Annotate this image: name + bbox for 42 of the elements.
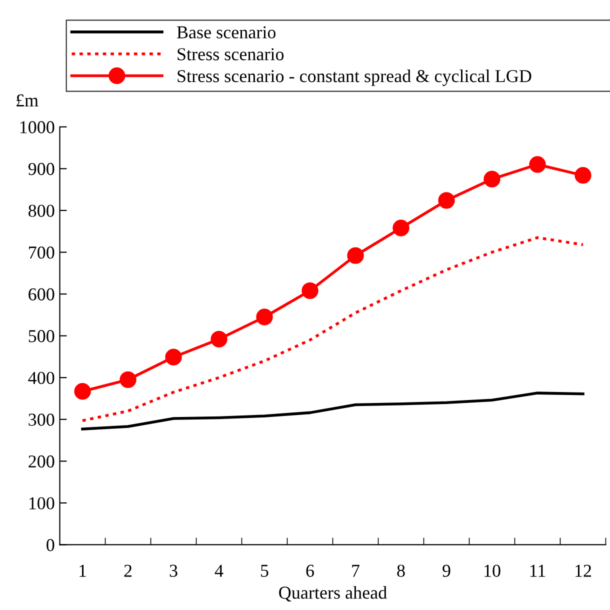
x-tick-label: 11 bbox=[530, 564, 546, 577]
point bbox=[302, 282, 318, 300]
x-tick-label: 8 bbox=[397, 564, 405, 577]
x-tick-label: 5 bbox=[261, 564, 268, 577]
y-tick-label: 300 bbox=[28, 414, 54, 426]
x-tick-label: 6 bbox=[306, 564, 314, 577]
point bbox=[438, 192, 455, 209]
y-tick-label: 0 bbox=[46, 538, 54, 552]
x-tick-label: 1 bbox=[80, 564, 86, 577]
x-tick-label: 12 bbox=[576, 564, 592, 577]
point bbox=[529, 156, 546, 173]
line-series bbox=[81, 392, 584, 430]
y-axis-title: £m bbox=[16, 94, 38, 106]
legend-label: Stress scenario bbox=[178, 48, 284, 60]
x-tick-label: 7 bbox=[352, 564, 360, 577]
x-axis-title: Quarters ahead bbox=[279, 586, 387, 602]
point bbox=[347, 247, 364, 264]
point bbox=[392, 220, 410, 236]
point bbox=[484, 170, 500, 188]
y-tick-label: 100 bbox=[29, 497, 54, 510]
x-tick-label: 4 bbox=[214, 564, 224, 577]
point bbox=[165, 348, 182, 366]
point bbox=[74, 383, 91, 400]
x-tick-label: 2 bbox=[124, 564, 132, 577]
y-tick-label: 600 bbox=[28, 288, 54, 300]
y-tick-label: 400 bbox=[28, 372, 54, 384]
line-series bbox=[81, 236, 584, 422]
point bbox=[210, 330, 228, 348]
y-tick-label: 900 bbox=[28, 162, 54, 176]
legend-label: Base scenario bbox=[176, 26, 276, 38]
y-tick-label: 200 bbox=[28, 455, 54, 468]
y-tick-label: 500 bbox=[28, 330, 54, 342]
legend-label: Stress scenario - constant spread & cyclical LGD bbox=[178, 70, 532, 86]
x-tick-label: 10 bbox=[484, 564, 500, 577]
point bbox=[120, 371, 136, 388]
x-tick-label: 9 bbox=[442, 564, 450, 577]
y-tick-label: 1000 bbox=[20, 121, 54, 134]
y-tick-label: 700 bbox=[29, 246, 54, 259]
y-tick-label: 800 bbox=[28, 204, 54, 217]
x-tick-label: 3 bbox=[170, 564, 178, 577]
point bbox=[256, 308, 273, 326]
point bbox=[574, 167, 592, 184]
